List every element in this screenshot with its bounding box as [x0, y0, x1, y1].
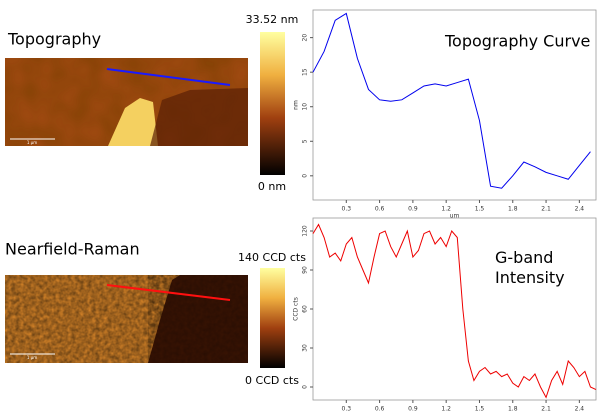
x-tick-label: 1.2 — [441, 206, 451, 213]
x-tick-label: 0.6 — [375, 406, 385, 413]
colorbar-min: 0 CCD cts — [245, 374, 299, 387]
data-line — [312, 12, 591, 189]
y-tick-label: 15 — [302, 68, 309, 76]
raman-image — [5, 275, 248, 363]
data-line — [312, 223, 597, 399]
y-tick-label: 10 — [302, 103, 309, 111]
y-tick-label: 90 — [302, 266, 309, 274]
x-tick-label: 0.6 — [375, 206, 385, 213]
y-tick-label: 0 — [302, 174, 309, 178]
panel-label: Topography — [7, 30, 101, 49]
topography-image — [5, 58, 248, 146]
plot-frame — [312, 217, 597, 401]
colorbar — [260, 268, 285, 368]
x-axis-label: um — [450, 213, 460, 220]
scale-bar-label: 1 µm — [27, 355, 37, 360]
y-tick-label: 5 — [302, 139, 309, 143]
x-tick-label: 1.8 — [508, 206, 518, 213]
panel-label: Nearfield-Raman — [5, 240, 140, 259]
colorbar — [260, 32, 285, 175]
y-axis-label: CCD cts — [293, 297, 300, 321]
scale-bar-label: 1 µm — [27, 140, 37, 145]
plot-frame — [312, 9, 597, 201]
y-tick-label: 60 — [302, 305, 309, 313]
annotation-box: G-band Intensity — [495, 248, 565, 287]
x-tick-label: 2.1 — [541, 206, 551, 213]
y-tick-label: 0 — [302, 385, 309, 389]
x-tick-label: 2.4 — [575, 206, 585, 213]
colorbar-min: 0 nm — [258, 180, 286, 193]
x-tick-label: 2.1 — [541, 406, 551, 413]
x-tick-label: 0.3 — [342, 406, 352, 413]
x-tick-label: 2.4 — [575, 406, 585, 413]
y-tick-label: 30 — [302, 344, 309, 352]
colorbar-max: 33.52 nm — [246, 13, 299, 26]
annotation: G-band Intensity — [495, 248, 565, 287]
x-tick-label: 0.9 — [408, 206, 418, 213]
y-tick-label: 20 — [302, 34, 309, 42]
x-tick-label: 1.5 — [475, 206, 485, 213]
x-tick-label: 1.5 — [475, 406, 485, 413]
x-tick-label: 1.2 — [441, 406, 451, 413]
annotation: Topography Curve — [444, 32, 590, 51]
y-axis-label: nm — [293, 100, 300, 110]
x-tick-label: 1.8 — [508, 406, 518, 413]
colorbar-max: 140 CCD cts — [238, 251, 306, 264]
x-tick-label: 0.3 — [342, 206, 352, 213]
x-tick-label: 0.9 — [408, 406, 418, 413]
y-tick-label: 120 — [302, 225, 309, 237]
